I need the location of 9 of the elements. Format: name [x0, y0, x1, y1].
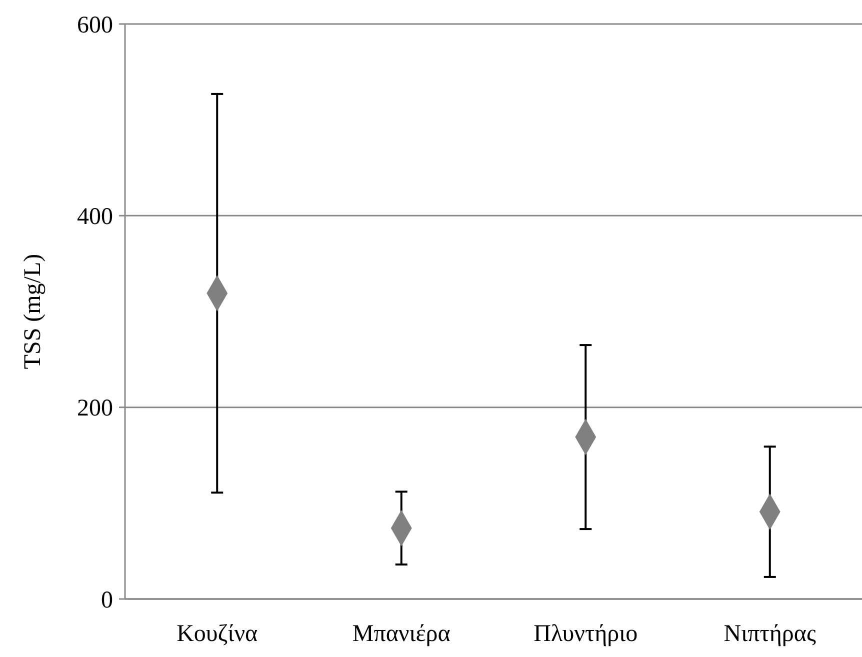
y-tick-label: 200	[77, 396, 113, 422]
x-tick-label: Μπανιέρα	[352, 621, 451, 647]
y-tick-label: 0	[101, 587, 113, 614]
x-tick-label: Πλυντήριο	[534, 621, 638, 647]
x-tick-label: Κουζίνα	[176, 621, 258, 647]
y-tick-label: 400	[77, 204, 113, 230]
y-axis-title: TSS (mg/L)	[20, 254, 46, 370]
y-tick-label: 600	[77, 12, 113, 38]
x-tick-label: Νιπτήρας	[724, 621, 816, 647]
